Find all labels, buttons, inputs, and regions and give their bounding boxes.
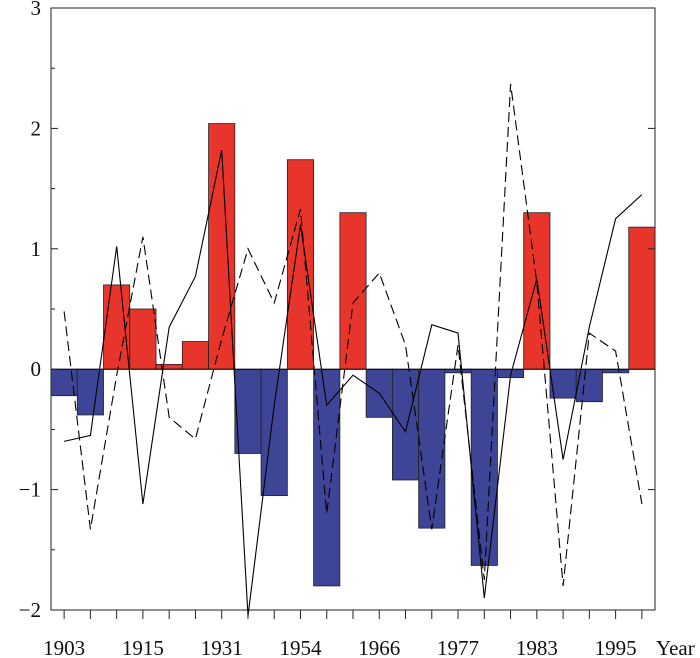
bar-group <box>50 123 656 587</box>
x-tick-label-1903: 1903 <box>43 636 85 658</box>
bar-19 <box>549 368 577 399</box>
y-tick-label-3: 1 <box>31 237 42 261</box>
bar-1 <box>76 368 104 416</box>
x-tick-label-1983: 1983 <box>516 636 558 658</box>
bar-3 <box>129 308 157 370</box>
y-axis: −2 −1 0 1 2 3 <box>19 0 655 622</box>
bar-4 <box>155 363 183 370</box>
x-tick-label-1954: 1954 <box>279 636 322 658</box>
line-series-group <box>63 83 643 617</box>
y-tick-label-4: 2 <box>31 116 42 140</box>
bar-21 <box>602 368 630 374</box>
bar-20 <box>575 368 603 403</box>
x-axis: 1903 1915 1931 1954 1966 1977 1983 1995 <box>43 610 643 658</box>
x-tick-label-1966: 1966 <box>358 636 400 658</box>
bar-15 <box>444 368 472 374</box>
x-tick-label-1931: 1931 <box>201 636 243 658</box>
x-tick-label-1915: 1915 <box>122 636 164 658</box>
x-axis-label: Year <box>656 636 695 658</box>
line-series-solid <box>63 149 643 617</box>
x-tick-label-1995: 1995 <box>595 636 637 658</box>
bar-6 <box>208 123 236 370</box>
y-tick-label-1: −1 <box>19 478 41 502</box>
bar-13 <box>391 368 420 481</box>
bar-7 <box>234 368 262 454</box>
line-series-dashed <box>63 83 643 586</box>
x-tick-label-1977: 1977 <box>437 636 479 658</box>
y-tick-label-5: 3 <box>31 0 42 20</box>
bar-11 <box>339 212 367 370</box>
y-tick-label-2: 0 <box>31 357 42 381</box>
bar-5 <box>181 341 209 370</box>
bar-9 <box>286 159 315 370</box>
y-tick-label-0: −2 <box>19 598 41 622</box>
bar-22 <box>628 226 656 370</box>
bar-14 <box>418 368 446 529</box>
bar-18 <box>523 212 551 370</box>
